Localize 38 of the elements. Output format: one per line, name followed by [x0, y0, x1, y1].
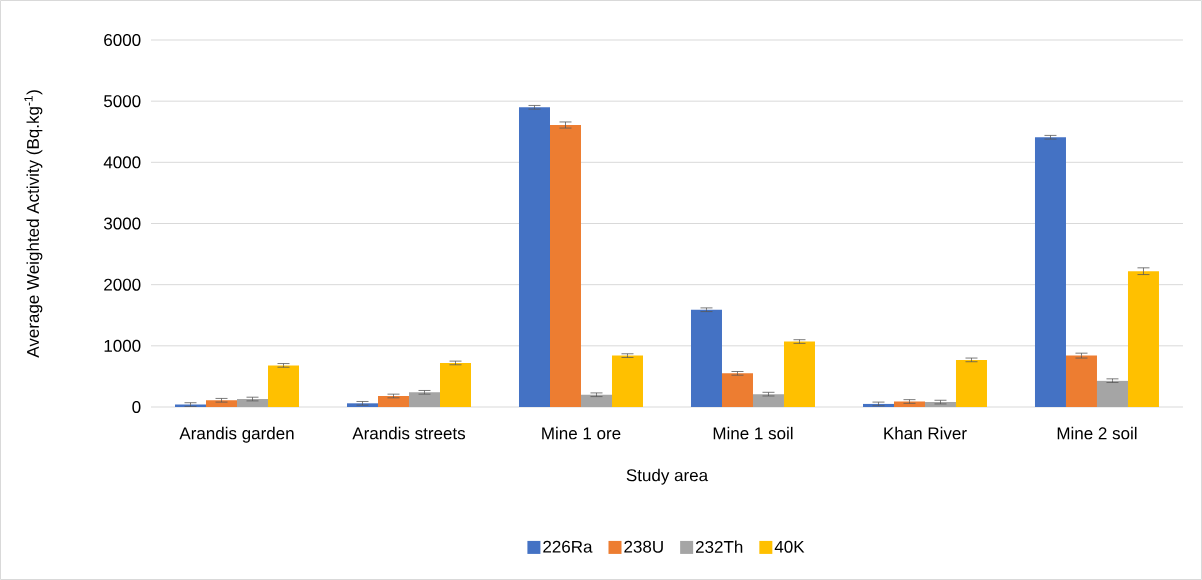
x-tick-label: Khan River: [884, 426, 967, 440]
bar: [752, 394, 784, 407]
x-tick-label: Arandis garden: [179, 426, 294, 443]
y-tick-label: 1000: [104, 339, 141, 352]
legend-label: 226Ra: [543, 540, 593, 553]
x-tick-label: Mine 2 soil: [1057, 426, 1137, 440]
y-tick-label: 5000: [104, 95, 141, 108]
bar: [1096, 380, 1128, 407]
bar: [1065, 355, 1097, 407]
x-tick-label: Mine 1 soil: [713, 426, 793, 440]
bar: [690, 309, 722, 407]
bar: [440, 362, 471, 407]
bar: [783, 341, 815, 407]
bar: [580, 394, 612, 407]
bar: [409, 392, 440, 407]
bar: [347, 403, 378, 407]
bar: [612, 355, 643, 407]
y-axis-title: Average Weighted Activity (Bq.kg$^{-1}$): [24, 90, 43, 358]
y-tick-label: 6000: [104, 33, 141, 47]
bar: [378, 395, 409, 407]
bar: [721, 373, 753, 407]
bar: [893, 401, 925, 407]
bar: [550, 125, 581, 407]
x-tick-label: Arandis streets: [352, 426, 466, 440]
bar: [268, 365, 300, 407]
legend-label: 40K: [774, 540, 805, 553]
legend-label: 232Th: [696, 540, 743, 553]
x-axis-title: Study area: [626, 468, 709, 485]
bar: [1034, 137, 1066, 407]
x-tick-label: Mine 1 ore: [542, 426, 621, 440]
legend-label: 238U: [624, 540, 663, 553]
bar: [1127, 271, 1159, 407]
bar: [955, 359, 987, 407]
y-tick-label: 2000: [104, 278, 141, 291]
y-tick-label: 3000: [103, 217, 141, 230]
y-tick-label: 0: [132, 400, 141, 414]
y-tick-label: 4000: [103, 156, 141, 169]
bar: [519, 107, 550, 407]
